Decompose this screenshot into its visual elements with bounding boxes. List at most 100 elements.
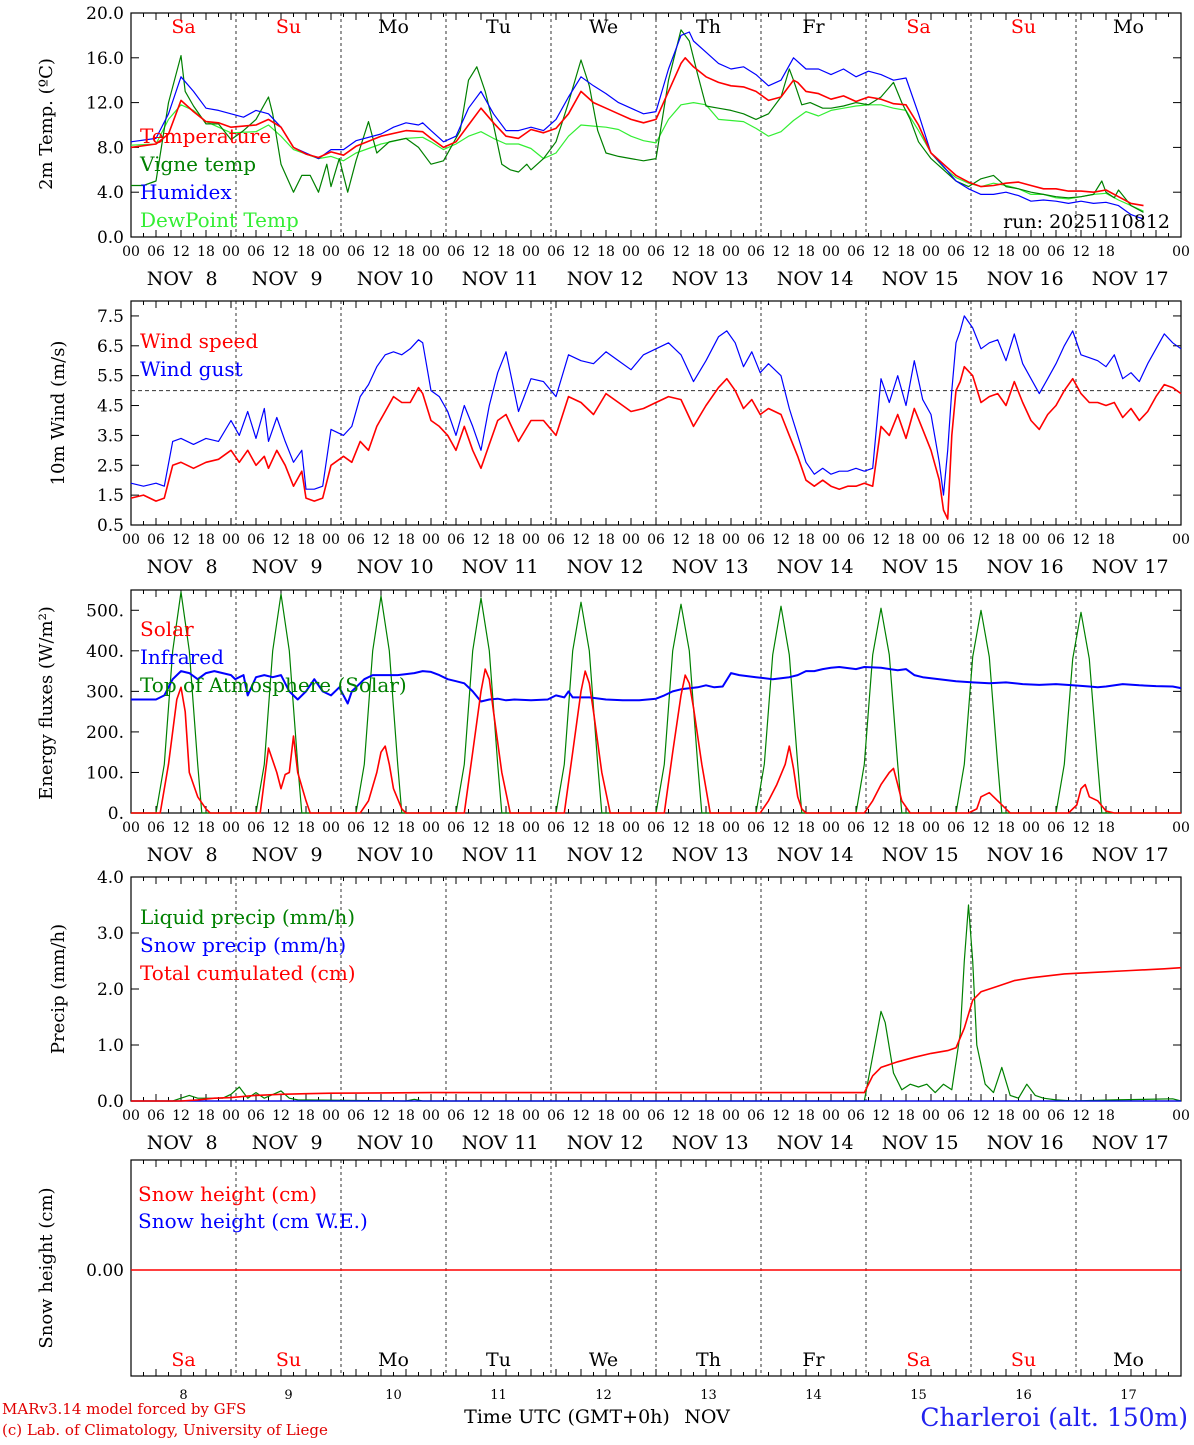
hour-tick-label: 12: [572, 820, 590, 836]
y-axis-title: 10m Wind (m/s): [48, 341, 69, 486]
date-label: 16: [1015, 1388, 1032, 1403]
day-name-label: Th: [696, 1349, 721, 1371]
hour-tick-label: 18: [997, 532, 1015, 548]
hour-tick-label: 12: [972, 1108, 990, 1124]
hour-tick-label: 06: [447, 532, 465, 548]
date-label: 8: [205, 556, 217, 578]
hour-tick-label: 06: [547, 1108, 565, 1124]
hour-tick-label: 12: [772, 532, 790, 548]
month-label: NOV: [147, 1132, 193, 1154]
date-label: 13: [724, 844, 748, 866]
hour-tick-label: 12: [572, 532, 590, 548]
hour-tick-label: 06: [147, 532, 165, 548]
hour-tick-label: 00: [322, 1108, 340, 1124]
y-tick-label: 12.0: [86, 94, 124, 114]
hour-tick-label: 18: [297, 532, 315, 548]
panel-snow: 0.00 Snow height (cm) Sa 8 Su 9 Mo 10 Tu 11 We 12 Th…: [36, 1159, 1182, 1428]
hour-tick-label: 06: [447, 244, 465, 260]
hour-tick-label: 12: [672, 1108, 690, 1124]
hour-tick-label: 06: [247, 532, 265, 548]
day-name-label: Fr: [802, 16, 825, 38]
date-label: 8: [205, 268, 217, 290]
hour-tick-label: 12: [372, 532, 390, 548]
series-line-infrared: [131, 666, 1182, 705]
hour-tick-label: 12: [172, 244, 190, 260]
date-label: 9: [310, 1132, 322, 1154]
date-label: 13: [724, 1132, 748, 1154]
hour-tick-label: 06: [747, 1108, 765, 1124]
hour-tick-label: 12: [772, 1108, 790, 1124]
legend-entry: Top of Atmosphere (Solar): [140, 673, 407, 697]
hour-tick-label: 12: [372, 1108, 390, 1124]
date-label: 15: [934, 1132, 958, 1154]
month-label: NOV: [777, 268, 823, 290]
date-label: 12: [619, 844, 643, 866]
hour-tick-label: 00: [722, 1108, 740, 1124]
month-label: NOV: [1092, 1132, 1138, 1154]
month-label: NOV: [882, 844, 928, 866]
hour-tick-label: 18: [797, 1108, 815, 1124]
day-name-label: Sa: [906, 16, 930, 38]
hour-tick-label: 00: [422, 1108, 440, 1124]
date-label: 12: [619, 556, 643, 578]
date-label: 16: [1039, 844, 1063, 866]
day-name-label: Su: [276, 16, 301, 38]
day-name-label: We: [589, 16, 618, 38]
month-label: NOV: [987, 268, 1033, 290]
date-label: 15: [934, 268, 958, 290]
hour-tick-label: 18: [497, 1108, 515, 1124]
y-tick-label: 2.5: [97, 456, 124, 476]
hour-tick-label: 00: [422, 244, 440, 260]
hour-tick-label: 00: [922, 1108, 940, 1124]
hour-tick-label: 18: [1097, 820, 1115, 836]
hour-tick-label: 18: [997, 1108, 1015, 1124]
date-label: 11: [514, 268, 538, 290]
hour-tick-label: 06: [847, 244, 865, 260]
date-label: 9: [310, 268, 322, 290]
legend-entry: Snow height (cm W.E.): [138, 1209, 368, 1233]
date-label: 11: [514, 1132, 538, 1154]
hour-tick-label: 18: [597, 244, 615, 260]
hour-tick-label: 00: [822, 1108, 840, 1124]
series-line-wind-gust: [130, 315, 1182, 496]
legend-entry: DewPoint Temp: [140, 208, 299, 232]
date-label: 11: [514, 556, 538, 578]
hour-tick-label: 06: [947, 1108, 965, 1124]
month-label: NOV: [462, 556, 508, 578]
hour-tick-label: 06: [247, 820, 265, 836]
month-label: NOV: [882, 1132, 928, 1154]
y-tick-label: 0.0: [97, 1092, 124, 1112]
hour-tick-label: 12: [972, 532, 990, 548]
hour-tick-label: 12: [1072, 1108, 1090, 1124]
day-name-label: Fr: [802, 1349, 825, 1371]
month-label: NOV: [252, 844, 298, 866]
hour-tick-label: 18: [897, 532, 915, 548]
hour-tick-label: 06: [547, 820, 565, 836]
day-name-label: We: [589, 1349, 618, 1371]
hour-tick-label: 12: [872, 244, 890, 260]
panel-wind: 0.5 1.5 2.5 3.5 4.5 5.5 6.5 7.5 10m Wind (m/s) 00…: [48, 300, 1190, 578]
hour-tick-label: 00: [622, 1108, 640, 1124]
hour-tick-label: 00: [922, 532, 940, 548]
date-label: 16: [1039, 268, 1063, 290]
series-line-vigne-temp: [131, 29, 1144, 213]
month-label: NOV: [672, 844, 718, 866]
hour-tick-label: 18: [497, 820, 515, 836]
y-tick-label: 1.5: [97, 486, 124, 506]
hour-tick-label: 12: [772, 820, 790, 836]
y-tick-label: 0.00: [86, 1261, 124, 1281]
hour-tick-label: 00: [1022, 1108, 1040, 1124]
date-label: 14: [829, 556, 853, 578]
hour-tick-label: 12: [672, 820, 690, 836]
hour-tick-label: 12: [572, 244, 590, 260]
hour-tick-label: 00: [522, 532, 540, 548]
month-label: NOV: [672, 556, 718, 578]
hour-tick-label: 12: [1072, 820, 1090, 836]
series-line-top-of-atmosphere-solar: [131, 591, 1181, 814]
date-label: 10: [409, 556, 433, 578]
day-name-label: Su: [276, 1349, 301, 1371]
series-line-humidex: [130, 31, 1144, 220]
hour-tick-label: 00: [822, 244, 840, 260]
hour-tick-label: 00: [622, 244, 640, 260]
hour-tick-label: 00: [922, 820, 940, 836]
